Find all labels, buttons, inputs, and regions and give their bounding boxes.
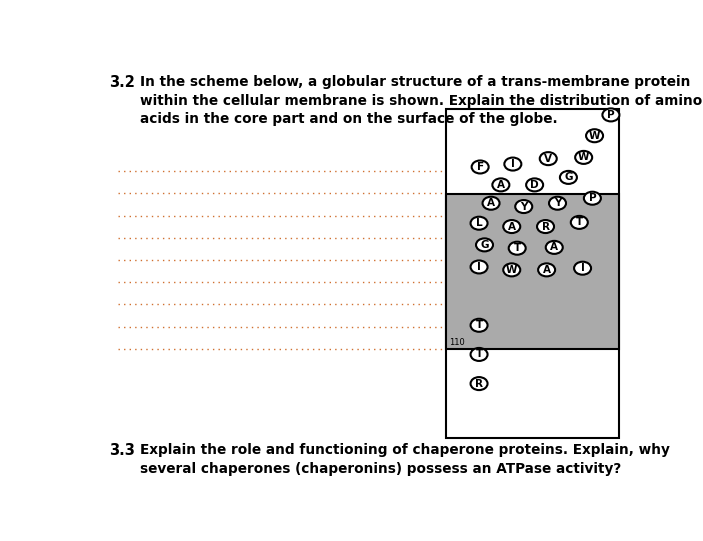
Circle shape	[538, 263, 555, 276]
Circle shape	[526, 179, 543, 192]
Text: In the scheme below, a globular structure of a trans-membrane protein
within the: In the scheme below, a globular structur…	[140, 75, 702, 126]
Circle shape	[482, 197, 500, 210]
Circle shape	[546, 241, 562, 254]
Circle shape	[503, 220, 520, 233]
Text: T: T	[576, 217, 583, 227]
Circle shape	[509, 242, 526, 255]
Text: Y: Y	[554, 198, 561, 208]
Circle shape	[515, 200, 532, 213]
Circle shape	[602, 108, 619, 121]
Text: 3.2: 3.2	[108, 75, 134, 90]
Text: 3.3: 3.3	[108, 443, 134, 458]
Circle shape	[549, 197, 566, 210]
Text: I: I	[511, 159, 515, 169]
Circle shape	[584, 192, 601, 204]
Circle shape	[574, 262, 591, 275]
Circle shape	[470, 377, 488, 390]
Text: F: F	[477, 162, 484, 172]
Text: A: A	[543, 265, 550, 275]
Text: A: A	[497, 180, 505, 190]
Circle shape	[472, 161, 489, 174]
Text: W: W	[578, 153, 589, 162]
Text: R: R	[541, 222, 550, 232]
Circle shape	[504, 157, 522, 170]
Text: D: D	[530, 180, 539, 190]
Circle shape	[492, 179, 510, 192]
Text: G: G	[480, 240, 489, 250]
Text: W: W	[506, 265, 517, 275]
Bar	[446, 109, 619, 438]
Text: A: A	[508, 222, 516, 232]
Text: Explain the role and functioning of chaperone proteins. Explain, why
several cha: Explain the role and functioning of chap…	[140, 443, 669, 476]
Text: W: W	[589, 131, 600, 141]
Circle shape	[586, 129, 603, 142]
Circle shape	[470, 348, 488, 361]
Text: Y: Y	[520, 202, 527, 212]
Circle shape	[470, 217, 488, 230]
Circle shape	[540, 152, 557, 165]
Circle shape	[470, 260, 488, 273]
Circle shape	[575, 151, 592, 164]
Text: A: A	[487, 198, 495, 208]
Text: R: R	[475, 379, 483, 388]
Text: P: P	[607, 110, 614, 120]
Text: A: A	[550, 242, 558, 253]
Circle shape	[503, 263, 520, 276]
Circle shape	[537, 220, 554, 233]
Circle shape	[476, 239, 493, 252]
Circle shape	[571, 216, 588, 229]
Text: T: T	[475, 320, 483, 330]
Bar	[446, 194, 619, 349]
Circle shape	[560, 171, 577, 184]
Text: 110: 110	[449, 338, 465, 347]
Text: I: I	[581, 263, 584, 273]
Text: I: I	[477, 262, 481, 272]
Circle shape	[470, 319, 488, 332]
Text: T: T	[514, 243, 521, 253]
Text: V: V	[544, 154, 553, 163]
Text: T: T	[475, 349, 483, 359]
Text: P: P	[588, 193, 596, 203]
Text: G: G	[565, 173, 573, 182]
Text: L: L	[476, 218, 482, 228]
